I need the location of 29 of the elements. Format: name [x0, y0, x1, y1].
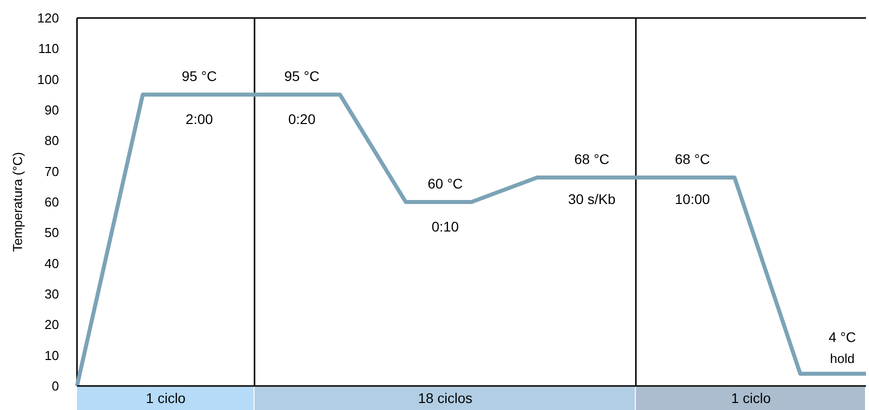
annotation: 68 °C [674, 150, 710, 167]
y-axis-title: Temperatura (°C) [10, 152, 25, 252]
y-tick-label: 10 [44, 348, 59, 363]
y-tick-label: 100 [37, 72, 59, 87]
y-tick-label: 80 [44, 133, 59, 148]
text: 1 ciclo [731, 390, 771, 406]
y-tick-label: 0 [52, 378, 59, 394]
annotation: 0:10 [432, 218, 460, 234]
text: 18 ciclos [418, 390, 472, 406]
annotation: 30 s/Kb [568, 190, 616, 207]
y-tick-label: 70 [44, 164, 59, 179]
annotation: 0:20 [288, 111, 316, 128]
annotation: 68 °C [574, 150, 610, 167]
y-tick-label: 20 [44, 317, 59, 332]
annotation: 95 °C [284, 68, 320, 84]
y-tick-label: 30 [44, 286, 59, 302]
annotation: 10:00 [674, 190, 710, 207]
annotation: 60 °C [428, 176, 463, 192]
y-tick-label: 120 [37, 10, 59, 26]
y-tick-label: 110 [38, 41, 59, 56]
y-tick-label: 60 [44, 194, 59, 210]
y-tick-label: 90 [44, 102, 59, 118]
y-tick-label: 40 [44, 256, 59, 271]
annotation: hold [830, 350, 855, 366]
y-tick-label: 50 [44, 225, 59, 240]
annotation: 4 °C [828, 328, 856, 345]
text: 1 ciclo [146, 390, 186, 406]
annotation: 2:00 [186, 111, 214, 128]
annotation: 95 °C [182, 68, 217, 84]
